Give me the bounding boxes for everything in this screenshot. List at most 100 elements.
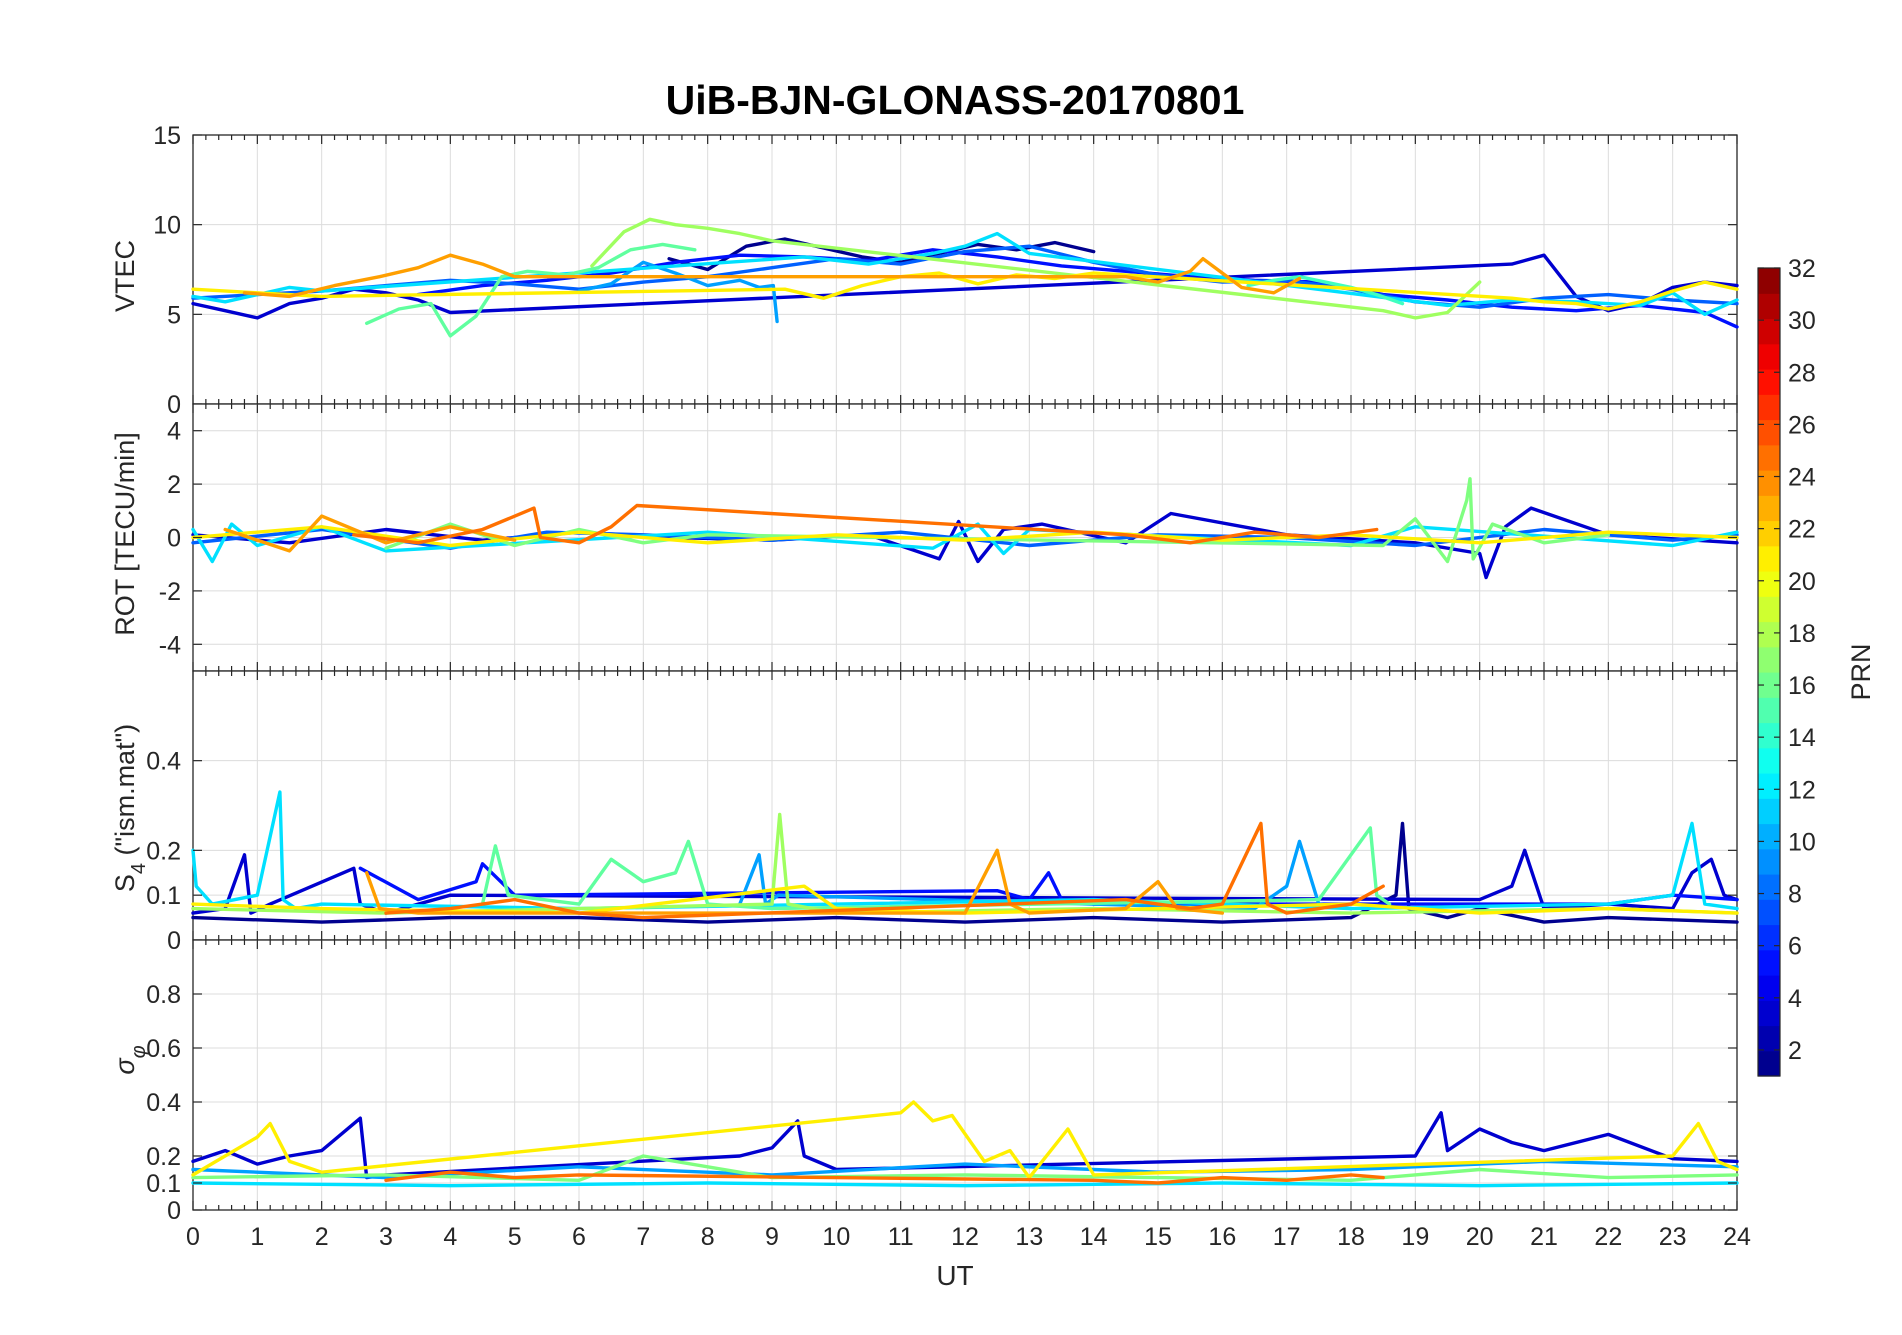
y-tick-label: 10 <box>153 212 181 240</box>
x-tick-label: 12 <box>951 1223 979 1251</box>
y-tick-label: 0.6 <box>146 1035 181 1063</box>
x-axis-label: UT <box>936 1260 973 1291</box>
y-axis-label: σφ <box>110 1045 150 1074</box>
y-tick-label: 15 <box>153 122 181 150</box>
x-tick-label: 22 <box>1594 1223 1622 1251</box>
colorbar-segment <box>1758 419 1780 446</box>
colorbar-segment <box>1758 596 1780 623</box>
series-prn-24 <box>384 1170 1385 1185</box>
x-tick-label: 20 <box>1466 1223 1494 1251</box>
y-tick-label: 0.1 <box>146 882 181 910</box>
colorbar-segment <box>1758 975 1780 1001</box>
colorbar-tick-label: 12 <box>1788 776 1816 804</box>
colorbar-segment <box>1758 823 1780 850</box>
series-prn-3 <box>191 848 1739 915</box>
colorbar-segment <box>1758 646 1780 673</box>
colorbar-segment <box>1758 444 1780 471</box>
colorbar-segment <box>1758 369 1780 395</box>
colorbar-segment <box>1758 1050 1780 1077</box>
colorbar-segment <box>1758 848 1780 875</box>
series-prn-18 <box>590 217 1482 320</box>
x-tick-label: 17 <box>1273 1223 1301 1251</box>
series-prn-12 <box>191 1181 1739 1188</box>
x-tick-label: 8 <box>701 1223 715 1251</box>
x-tick-label: 23 <box>1659 1223 1687 1251</box>
y-tick-label: -4 <box>159 631 181 659</box>
colorbar-segment <box>1758 747 1780 774</box>
x-tick-label: 2 <box>315 1223 329 1251</box>
series-prn-17 <box>384 477 1611 564</box>
colorbar-segment <box>1758 318 1780 345</box>
x-tick-label: 19 <box>1401 1223 1429 1251</box>
colorbar-segment <box>1758 722 1780 749</box>
y-tick-label: 0 <box>167 391 181 419</box>
colorbar-segment <box>1758 949 1780 976</box>
chart-title: UiB-BJN-GLONASS-20170801 <box>666 77 1245 123</box>
colorbar-segment <box>1758 470 1780 496</box>
colorbar-segment <box>1758 1000 1780 1027</box>
series-prn-3 <box>191 1111 1739 1180</box>
x-tick-label: 4 <box>443 1223 457 1251</box>
colorbar-tick-label: 10 <box>1788 828 1816 856</box>
x-tick-label: 21 <box>1530 1223 1558 1251</box>
y-tick-label: 2 <box>167 471 181 499</box>
y-tick-label: 0 <box>167 1197 181 1225</box>
colorbar-segment <box>1758 874 1780 900</box>
colorbar-tick-label: 4 <box>1788 985 1802 1013</box>
colorbar-segment <box>1758 268 1780 294</box>
y-tick-label: 0 <box>167 927 181 955</box>
colorbar-tick-label: 22 <box>1788 516 1816 544</box>
colorbar-segment <box>1758 394 1780 421</box>
x-tick-label: 10 <box>822 1223 850 1251</box>
colorbar-segment <box>1758 621 1780 648</box>
series-prn-12 <box>191 231 1739 316</box>
x-tick-label: 13 <box>1015 1223 1043 1251</box>
colorbar-segment <box>1758 495 1780 522</box>
panel-rot: -4 -2 0 2 4 ROT [TECU/min] <box>110 403 1739 672</box>
colorbar-segment <box>1758 697 1780 724</box>
colorbar-segment <box>1758 571 1780 597</box>
series-prn-21 <box>191 1100 1739 1180</box>
x-tick-label: 14 <box>1080 1223 1108 1251</box>
colorbar-segment <box>1758 343 1780 370</box>
y-tick-label: 5 <box>167 301 181 329</box>
series-prn-10 <box>191 1159 1739 1180</box>
y-tick-label: 0 <box>167 525 181 553</box>
y-axis-label-sub: φ <box>128 1045 150 1058</box>
y-tick-label: -2 <box>159 578 181 606</box>
y-tick-label: 0.2 <box>146 1143 181 1171</box>
panel-vtec: 0 5 10 15 VTEC <box>110 122 1739 419</box>
series-prn-15 <box>1246 275 1405 306</box>
colorbar-tick-label: 32 <box>1788 255 1816 283</box>
colorbar-tick-label: 8 <box>1788 881 1802 909</box>
colorbar-tick-label: 26 <box>1788 411 1816 439</box>
colorbar-frame <box>1757 267 1781 1077</box>
colorbar-tick-label: 30 <box>1788 307 1816 335</box>
y-tick-label: 0.2 <box>146 837 181 865</box>
y-tick-label: 0.4 <box>146 1089 181 1117</box>
colorbar-segment <box>1758 545 1780 572</box>
x-tick-label: 3 <box>379 1223 393 1251</box>
colorbar-tick-label: 14 <box>1788 724 1816 752</box>
x-tick-label: 18 <box>1337 1223 1365 1251</box>
colorbar-segment <box>1758 773 1780 799</box>
series-prn-12 <box>191 522 1739 564</box>
series-prn-16 <box>365 242 697 338</box>
series-prn-23 <box>223 514 517 553</box>
colorbar-segment <box>1758 1025 1780 1052</box>
x-tick-label: 9 <box>765 1223 779 1251</box>
x-tick-label: 6 <box>572 1223 586 1251</box>
y-axis-label-sub: 4 <box>128 863 150 874</box>
x-tick-label: 16 <box>1208 1223 1236 1251</box>
x-tick-label: 1 <box>250 1223 264 1251</box>
x-tick-label: 15 <box>1144 1223 1172 1251</box>
x-tick-label: 24 <box>1723 1223 1751 1251</box>
colorbar-segment <box>1758 798 1780 825</box>
series-prn-23 <box>242 253 1302 299</box>
y-axis-label: S4 ("ism.mat") <box>110 724 150 892</box>
colorbar-segment <box>1758 293 1780 320</box>
